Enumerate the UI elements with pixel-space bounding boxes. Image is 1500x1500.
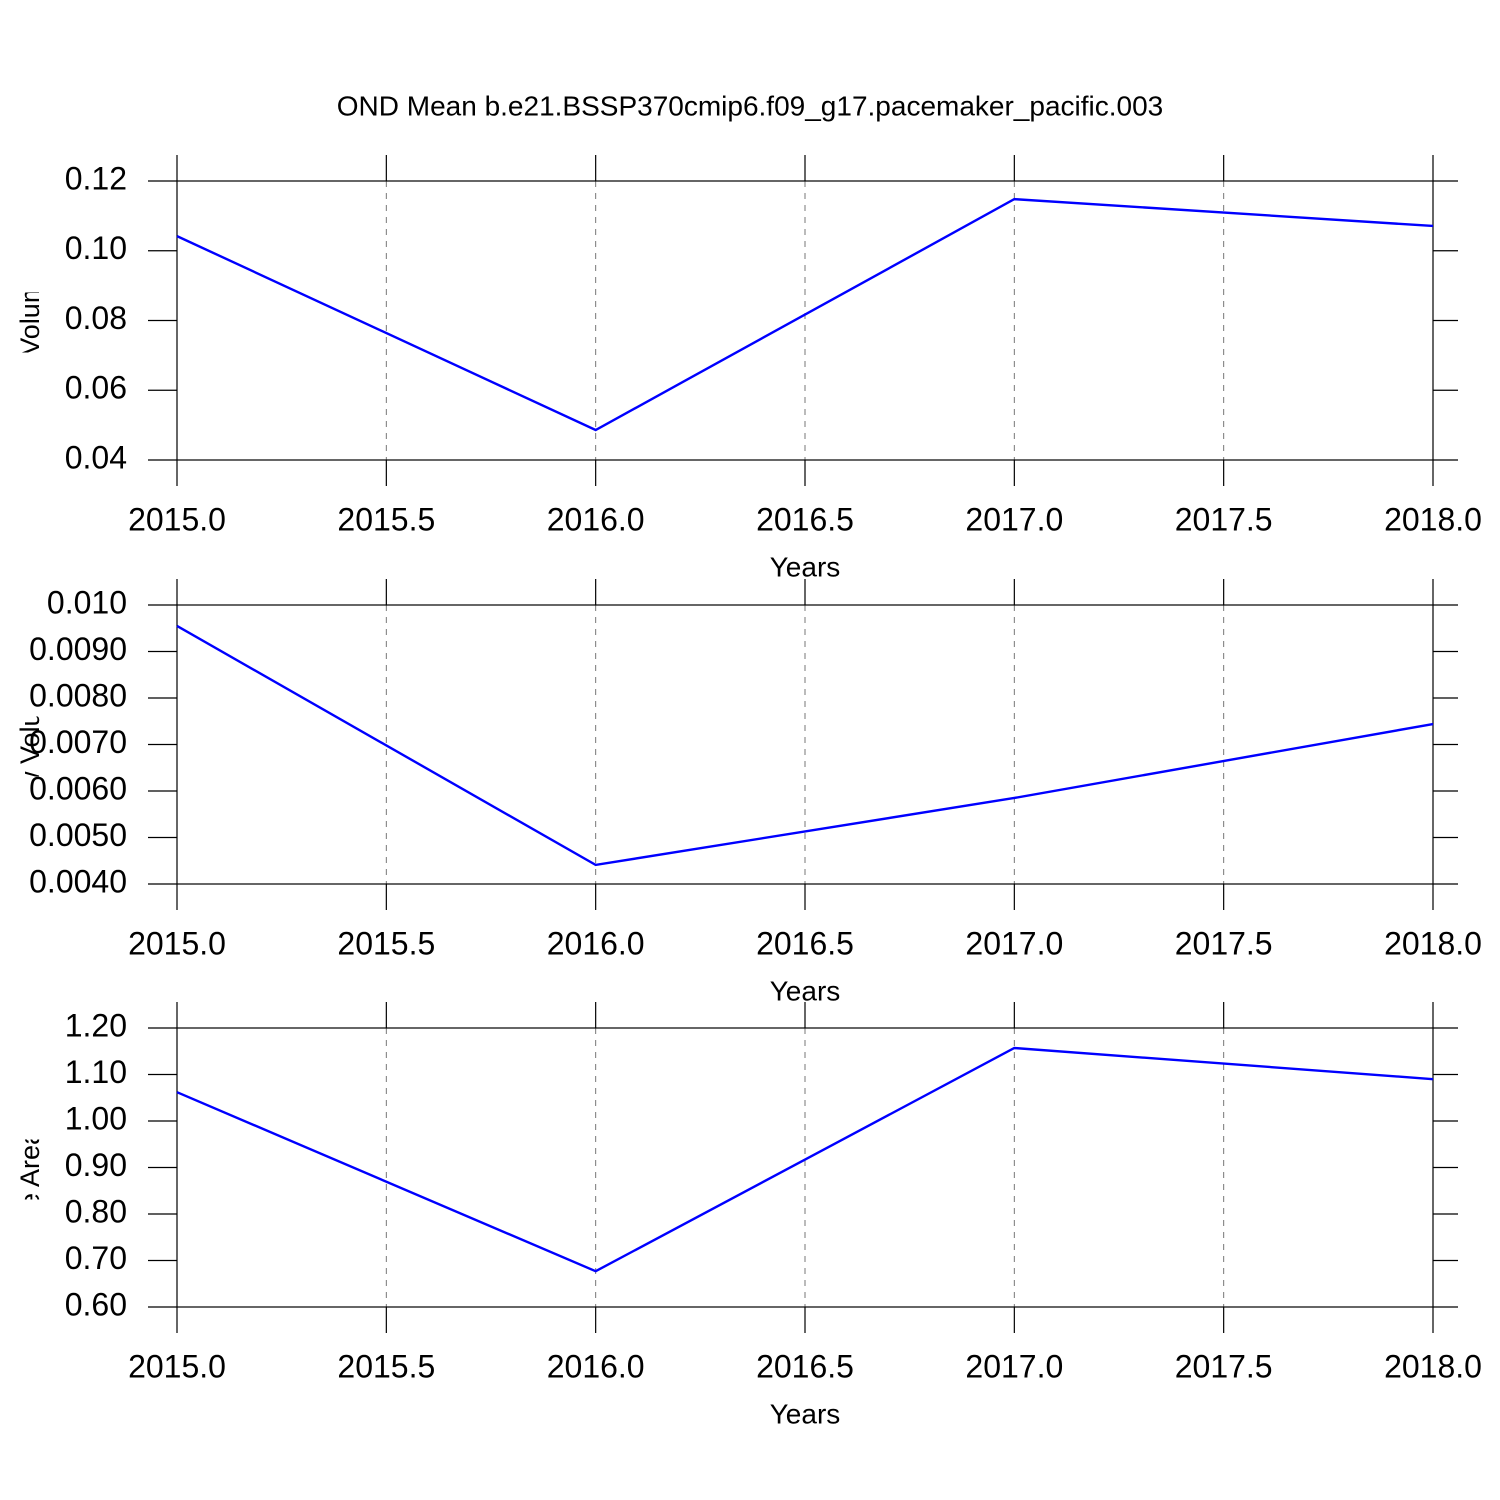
data-line bbox=[176, 197, 1434, 432]
y-tick-label: 0.0090 bbox=[29, 631, 127, 667]
y-tick-label: 0.0080 bbox=[29, 677, 127, 713]
x-tick-label: 2016.5 bbox=[756, 501, 854, 537]
y-tick-label: 0.010 bbox=[47, 584, 127, 620]
y-tick-label: 1.10 bbox=[65, 1054, 127, 1090]
y-tick-label: 0.10 bbox=[65, 230, 127, 266]
x-tick-label: 2016.5 bbox=[756, 925, 854, 961]
y-axis-label: Beau Ice Volume 10¹³ m³ bbox=[15, 171, 45, 470]
y-tick-label: 0.0060 bbox=[29, 770, 127, 806]
y-tick-label: 1.00 bbox=[65, 1100, 127, 1136]
data-line bbox=[176, 1046, 1434, 1273]
x-tick-label: 2017.5 bbox=[1175, 925, 1273, 961]
x-tick-label: 2017.0 bbox=[965, 501, 1063, 537]
x-tick-label: 2017.0 bbox=[965, 1348, 1063, 1384]
y-tick-label: 0.80 bbox=[65, 1193, 127, 1229]
y-tick-label: 0.70 bbox=[65, 1240, 127, 1276]
x-tick-label: 2018.0 bbox=[1384, 1348, 1482, 1384]
y-tick-label: 0.0070 bbox=[29, 724, 127, 760]
x-axis-label: Years bbox=[770, 1398, 841, 1429]
x-tick-label: 2017.5 bbox=[1175, 501, 1273, 537]
x-tick-label: 2016.5 bbox=[756, 1348, 854, 1384]
panel: 2015.0 2015.5 2016.0 2016.5 2017.0 2017.5 2018… bbox=[15, 155, 1482, 582]
x-tick-label: 2017.0 bbox=[965, 925, 1063, 961]
y-tick-label: 0.08 bbox=[65, 300, 127, 336]
x-tick-label: 2016.0 bbox=[547, 1348, 645, 1384]
panel: 2015.0 2015.5 2016.0 2016.5 2017.0 2017.5 2018… bbox=[15, 1002, 1482, 1429]
data-line bbox=[176, 624, 1434, 867]
x-tick-label: 2015.5 bbox=[337, 925, 435, 961]
x-tick-label: 2018.0 bbox=[1384, 501, 1482, 537]
x-axis-label: Years bbox=[770, 551, 841, 582]
y-tick-label: 0.90 bbox=[65, 1147, 127, 1183]
x-tick-label: 2016.0 bbox=[547, 925, 645, 961]
panel: 2015.0 2015.5 2016.0 2016.5 2017.0 2017.5 2018… bbox=[15, 579, 1482, 1006]
y-tick-label: 0.12 bbox=[65, 160, 127, 196]
y-tick-label: 1.20 bbox=[65, 1007, 127, 1043]
x-tick-label: 2015.0 bbox=[128, 501, 226, 537]
x-tick-label: 2018.0 bbox=[1384, 925, 1482, 961]
chart-title: OND Mean b.e21.BSSP370cmip6.f09_g17.pace… bbox=[337, 90, 1164, 121]
x-tick-label: 2015.5 bbox=[337, 501, 435, 537]
y-tick-label: 0.0040 bbox=[29, 863, 127, 899]
y-tick-label: 0.06 bbox=[65, 370, 127, 406]
x-tick-label: 2015.5 bbox=[337, 1348, 435, 1384]
y-axis-label: Beau Snow Volume 10¹³ m³ bbox=[15, 579, 45, 909]
x-tick-label: 2015.0 bbox=[128, 925, 226, 961]
y-tick-label: 0.60 bbox=[65, 1286, 127, 1322]
x-axis-label: Years bbox=[770, 975, 841, 1006]
y-tick-label: 0.04 bbox=[65, 439, 127, 475]
y-tick-label: 0.0050 bbox=[29, 817, 127, 853]
x-tick-label: 2015.0 bbox=[128, 1348, 226, 1384]
x-tick-label: 2017.5 bbox=[1175, 1348, 1273, 1384]
x-tick-label: 2016.0 bbox=[547, 501, 645, 537]
y-axis-label: Beau Ice Area 10¹² m² bbox=[15, 1035, 45, 1299]
